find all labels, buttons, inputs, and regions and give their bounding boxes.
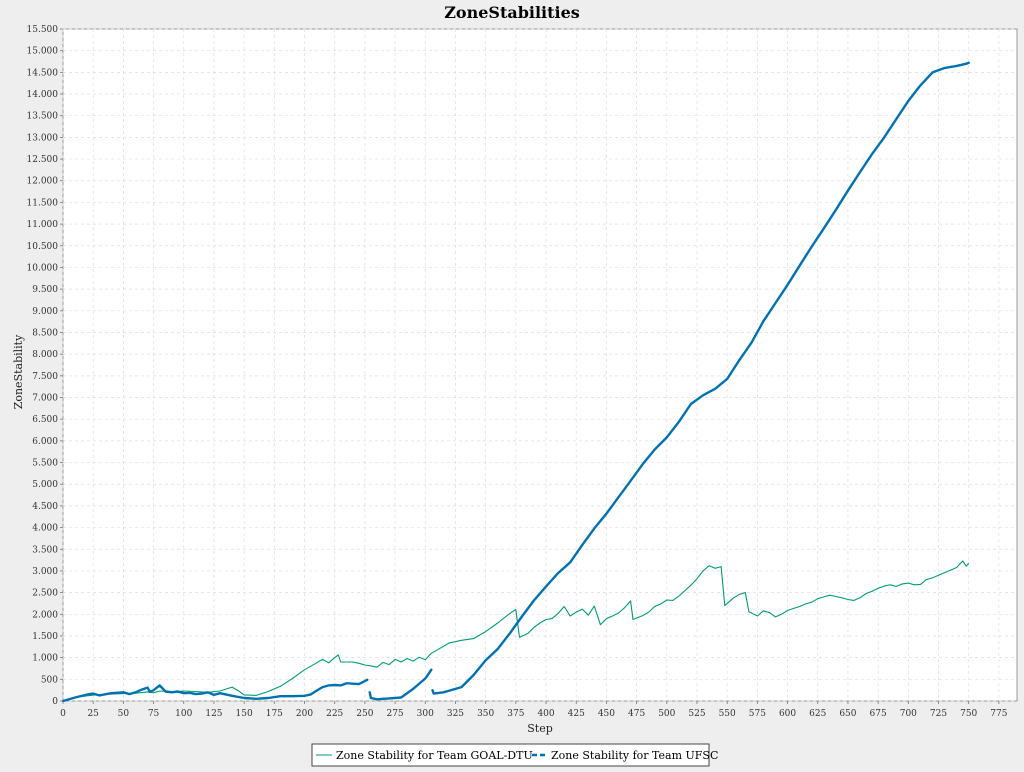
x-tick-label: 350 [477,709,494,719]
x-tick-label: 575 [749,709,766,719]
legend-box [311,743,710,767]
y-tick-label: 9.000 [32,307,58,317]
y-tick-label: 15.000 [27,47,59,57]
y-tick-label: 10.500 [27,242,59,252]
series-layer [61,61,970,703]
y-tick-label: 6.500 [32,415,58,425]
y-tick-label: 500 [41,675,58,685]
x-tick-label: 225 [326,709,343,719]
y-tick-label: 11.500 [27,198,59,208]
y-tick-label: 14.000 [27,90,59,100]
x-tick-label: 425 [568,709,585,719]
x-tick-label: 275 [386,709,403,719]
y-tick-label: 15.500 [27,25,59,35]
x-tick-label: 150 [236,709,253,719]
x-tick-label: 500 [658,709,675,719]
y-tick-label: 0 [52,697,58,707]
y-tick-label: 12.500 [27,155,59,165]
y-tick-label: 11.000 [27,220,59,230]
x-axis-label: Step [527,722,553,735]
y-tick-label: 8.000 [32,350,58,360]
y-tick-label: 10.000 [27,263,59,273]
y-tick-label: 7.500 [32,372,58,382]
y-tick-label: 5.500 [32,459,58,469]
x-tick-label: 325 [447,709,464,719]
x-tick-label: 100 [175,709,192,719]
axis-layer: 0 25 50 75 100 125 150 175 200 225 250 275 300 325 350… [27,25,1008,719]
series-line-ufsc [368,668,433,701]
x-tick-label: 725 [930,709,947,719]
y-tick-label: 13.000 [27,133,59,143]
x-tick-label: 75 [148,709,160,719]
y-tick-label: 3.500 [32,545,58,555]
x-tick-label: 475 [628,709,645,719]
x-tick-label: 300 [417,709,434,719]
x-tick-label: 375 [507,709,524,719]
y-tick-label: 12.000 [27,177,59,187]
y-tick-label: 13.500 [27,112,59,122]
y-axis-label: ZoneStability [12,334,25,409]
plot-area [62,28,1018,702]
x-tick-label: 550 [719,709,736,719]
legend-label-ufsc: Zone Stability for Team UFSC [551,749,718,762]
x-tick-label: 650 [839,709,856,719]
y-tick-label: 14.500 [27,68,59,78]
x-tick-label: 175 [266,709,283,719]
x-tick-label: 675 [870,709,887,719]
series-line-ufsc [61,678,369,703]
x-tick-label: 25 [87,709,99,719]
legend-label-goal-dtu: Zone Stability for Team GOAL-DTU [336,749,533,762]
legend: Zone Stability for Team GOAL-DTU Zone St… [311,743,718,767]
y-tick-label: 8.500 [32,328,58,338]
x-tick-label: 525 [688,709,705,719]
chart-title: ZoneStabilities [444,3,580,22]
grid-layer [62,28,1017,702]
y-tick-label: 6.000 [32,437,58,447]
x-tick-label: 625 [809,709,826,719]
x-tick-label: 450 [598,709,615,719]
y-tick-label: 2.000 [32,610,58,620]
x-tick-label: 700 [900,709,917,719]
x-tick-label: 125 [205,709,222,719]
x-tick-label: 50 [118,709,130,719]
y-tick-label: 4.500 [32,502,58,512]
series-line-goal-dtu [62,560,970,702]
series-line-ufsc [431,61,970,695]
x-tick-label: 400 [537,709,554,719]
x-tick-label: 775 [990,709,1007,719]
x-tick-label: 200 [296,709,313,719]
y-tick-label: 7.000 [32,394,58,404]
y-tick-label: 3.000 [32,567,58,577]
y-tick-label: 1.000 [32,654,58,664]
y-tick-label: 4.000 [32,524,58,534]
y-tick-label: 5.000 [32,480,58,490]
y-tick-label: 2.500 [32,589,58,599]
x-tick-label: 600 [779,709,796,719]
x-tick-label: 750 [960,709,977,719]
x-tick-label: 250 [356,709,373,719]
y-tick-label: 9.500 [32,285,58,295]
x-tick-label: 0 [60,709,66,719]
y-tick-label: 1.500 [32,632,58,642]
